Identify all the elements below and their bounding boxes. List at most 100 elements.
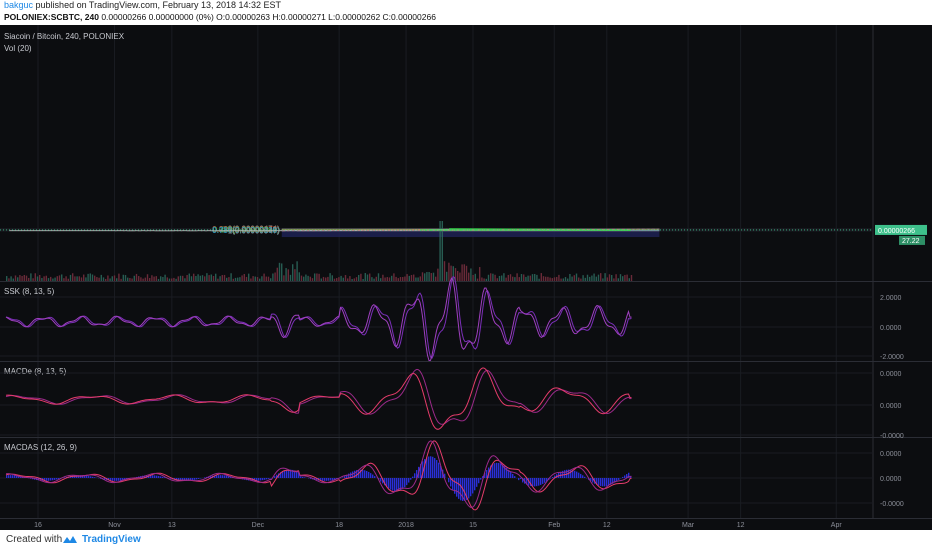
- volume-bar: [239, 277, 241, 281]
- volume-bar: [300, 275, 303, 281]
- macdas-histogram-bar: [204, 477, 206, 478]
- macdas-histogram-bar: [476, 478, 478, 487]
- macdas-histogram-bar: [164, 477, 166, 478]
- macdas-histogram-bar: [12, 475, 14, 478]
- macdas-histogram-bar: [86, 475, 88, 478]
- volume-bar: [195, 276, 197, 281]
- macdas-histogram-bar: [354, 470, 356, 478]
- macdas-histogram-bar: [260, 478, 262, 481]
- volume-bar: [201, 275, 204, 281]
- current-price-tag: [875, 224, 927, 235]
- macdas-histogram-bar: [352, 471, 354, 478]
- volume-bar: [122, 274, 124, 281]
- volume-bar: [452, 266, 454, 281]
- macde-line-main: [5, 368, 632, 425]
- volume-bar: [179, 275, 182, 281]
- macdas-histogram-bar: [120, 478, 122, 481]
- macdas-histogram-bar: [394, 478, 396, 492]
- macdas-histogram-bar: [216, 475, 218, 478]
- macdas-title: MACDAS (12, 26, 9): [4, 443, 77, 452]
- volume-bar: [241, 275, 243, 281]
- volume-bar: [430, 273, 432, 281]
- macdas-histogram-bar: [498, 462, 500, 478]
- macdas-histogram-bar: [448, 478, 450, 483]
- macdas-histogram-bar: [600, 478, 602, 487]
- volume-bar: [232, 278, 234, 281]
- macdas-histogram-bar: [48, 478, 50, 481]
- volume-bar: [303, 276, 305, 281]
- volume-bar: [83, 274, 85, 281]
- volume-bar: [395, 276, 397, 281]
- volume-bar: [448, 262, 450, 281]
- volume-bar: [294, 269, 296, 281]
- macde-y-tick-label: 0.0000: [880, 371, 902, 378]
- macde-title: MACDe (8, 13, 5): [4, 367, 67, 376]
- macdas-histogram-bar: [56, 478, 58, 480]
- volume-bar: [254, 276, 256, 281]
- macdas-histogram-bar: [190, 478, 192, 481]
- volume-bar: [545, 276, 547, 281]
- volume-bar: [481, 277, 483, 281]
- volume-bar: [393, 273, 395, 281]
- macdas-histogram-bar: [274, 476, 276, 478]
- macdas-histogram-bar: [374, 476, 376, 478]
- volume-bar: [472, 274, 474, 281]
- macdas-histogram-bar: [288, 469, 290, 478]
- volume-bar: [243, 274, 245, 281]
- macdas-histogram-bar: [444, 473, 446, 478]
- macdas-histogram-bar: [598, 478, 600, 486]
- volume-bar: [349, 276, 351, 281]
- volume-bar: [540, 273, 542, 281]
- volume-bar: [501, 275, 503, 281]
- macdas-histogram-bar: [364, 470, 366, 478]
- volume-bar: [63, 278, 65, 281]
- volume-bar: [131, 278, 133, 281]
- publish-info: published on TradingView.com, February 1…: [35, 0, 282, 10]
- volume-bar: [327, 276, 329, 281]
- volume-bar: [325, 277, 327, 281]
- macdas-y-tick-label: -0.0000: [880, 501, 904, 508]
- volume-bar: [45, 275, 47, 281]
- volume-bar: [217, 278, 219, 281]
- ssk-line-main: [5, 275, 632, 359]
- volume-bar: [193, 273, 195, 281]
- volume-bar: [98, 277, 100, 281]
- ssk-y-tick-label: -2.0000: [880, 354, 904, 361]
- volume-bar: [382, 274, 384, 281]
- macdas-histogram-bar: [504, 466, 506, 478]
- volume-bar: [149, 278, 151, 281]
- macdas-histogram-bar: [152, 475, 154, 478]
- macdas-histogram-bar: [402, 478, 404, 489]
- macdas-histogram-bar: [72, 475, 74, 478]
- macdas-histogram-bar: [210, 476, 212, 478]
- volume-bar: [362, 278, 364, 281]
- volume-bar: [358, 274, 360, 281]
- volume-bar: [146, 274, 149, 281]
- volume-bar: [76, 276, 78, 281]
- tradingview-link[interactable]: TradingView: [82, 534, 141, 545]
- volume-bar: [96, 277, 98, 281]
- volume-bar: [338, 277, 340, 281]
- volume-bar: [626, 274, 628, 281]
- volume-bar: [468, 272, 470, 281]
- macdas-histogram-bar: [512, 473, 514, 478]
- volume-bar: [210, 274, 212, 281]
- volume-bar: [54, 277, 56, 281]
- volume-bar: [589, 276, 591, 281]
- macdas-histogram-bar: [404, 478, 406, 488]
- macdas-histogram-bar: [554, 475, 556, 478]
- volume-bar: [274, 272, 276, 281]
- macdas-histogram-bar: [484, 472, 486, 478]
- volume-bar: [509, 274, 512, 281]
- volume-bar: [102, 277, 105, 281]
- tradingview-logo-icon: [63, 536, 77, 543]
- volume-bar: [245, 276, 248, 281]
- chart-area[interactable]: 16Nov13Dec18201815Feb12Mar12Apr0.0000055…: [0, 25, 932, 530]
- volume-bar: [289, 274, 292, 281]
- author-link[interactable]: bakguc: [4, 0, 34, 10]
- macdas-histogram-bar: [460, 478, 462, 501]
- macdas-histogram-bar: [542, 478, 544, 484]
- volume-bar: [186, 275, 188, 281]
- volume-bar: [41, 277, 43, 281]
- macdas-histogram-bar: [194, 478, 196, 480]
